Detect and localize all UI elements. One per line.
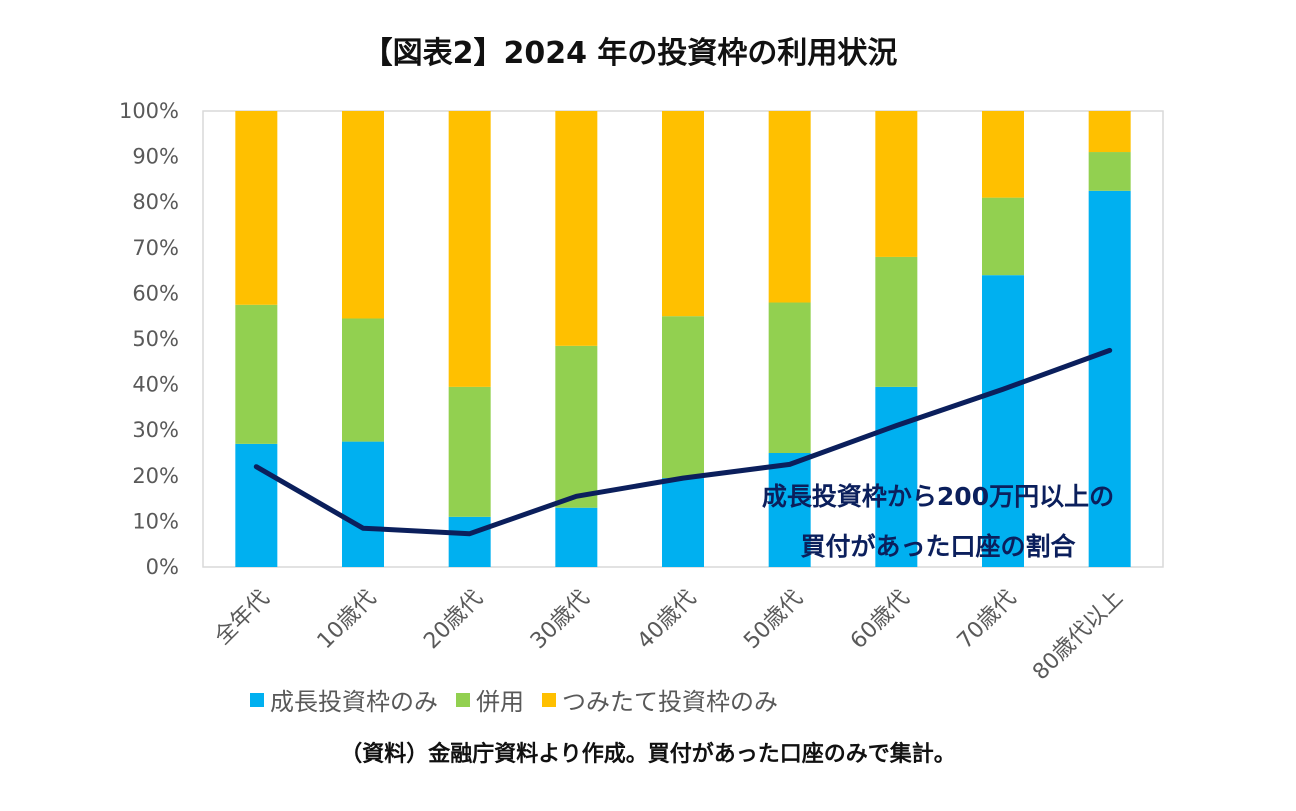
bar-segment-both — [768, 302, 811, 453]
y-tick-label: 80% — [132, 190, 179, 214]
bar-segment-both — [1088, 152, 1131, 191]
bar-segment-tsumitate — [555, 111, 598, 346]
bar-segment-both — [342, 318, 384, 442]
bar-segment-both — [662, 316, 704, 479]
bar-segment-growth — [662, 478, 704, 567]
bar-segment-growth — [235, 443, 278, 567]
y-tick-label: 100% — [119, 99, 179, 123]
bar-segment-tsumitate — [662, 111, 704, 317]
x-tick-label: 70歳代 — [953, 586, 1022, 655]
chart: 0% 10% 20% 30% 40% 50% 60% 70% 80% 90% 100% 全年代 10歳… — [119, 99, 1164, 686]
legend-label-tsumitate: つみたて投資枠のみ — [562, 688, 778, 716]
bar-segment-tsumitate — [1088, 111, 1131, 153]
bar-segment-tsumitate — [982, 111, 1024, 198]
bar-segment-both — [448, 386, 491, 517]
legend-label-both: 併用 — [476, 688, 524, 716]
ratio-line — [253, 347, 1113, 537]
y-axis: 0% 10% 20% 30% 40% 50% 60% 70% 80% 90% 100% — [119, 99, 179, 579]
y-tick-label: 10% — [132, 509, 179, 533]
x-axis: 全年代 10歳代 20歳代 30歳代 40歳代 50歳代 60歳代 70歳代 80歳代以上 — [210, 586, 1128, 686]
bar-segment-growth — [555, 507, 598, 567]
y-tick-label: 30% — [132, 418, 179, 442]
legend-swatch-tsumitate — [542, 692, 556, 707]
bar-segment-growth — [1088, 190, 1131, 568]
bar-segment-tsumitate — [342, 111, 384, 319]
bar-segment-growth — [982, 275, 1024, 567]
x-tick-label: 40歳代 — [633, 586, 702, 655]
legend-swatch-both — [456, 692, 470, 707]
legend-label-growth: 成長投資枠のみ — [270, 688, 438, 716]
x-tick-label: 60歳代 — [846, 586, 915, 655]
bar-segment-tsumitate — [448, 111, 491, 387]
x-tick-label: 10歳代 — [313, 586, 382, 655]
y-tick-label: 90% — [132, 145, 179, 169]
bar-segment-both — [982, 197, 1024, 276]
y-tick-label: 50% — [132, 327, 179, 351]
legend: 成長投資枠のみ 併用 つみたて投資枠のみ — [250, 682, 796, 717]
bar-segment-growth — [448, 516, 491, 567]
y-tick-label: 70% — [132, 236, 179, 260]
x-tick-label: 全年代 — [210, 586, 274, 650]
y-tick-label: 20% — [132, 464, 179, 488]
bar-segment-growth — [875, 386, 918, 567]
line-annotation-line-1: 成長投資枠から200万円以上の — [762, 482, 1114, 511]
bar-segment-growth — [342, 441, 384, 567]
bars-group — [235, 111, 1131, 568]
x-tick-label: 30歳代 — [526, 586, 595, 655]
line-annotation-line-2: 買付があった口座の割合 — [800, 532, 1076, 561]
x-tick-label: 80歳代以上 — [1028, 586, 1128, 686]
bar-segment-both — [555, 345, 598, 508]
y-tick-label: 60% — [132, 281, 179, 305]
bar-segment-growth — [768, 453, 811, 567]
bar-segment-tsumitate — [235, 111, 278, 305]
legend-item-both: 併用 — [456, 682, 524, 717]
source-note: （資料）金融庁資料より作成。買付があった口座のみで集計。 — [340, 742, 956, 767]
legend-swatch-growth — [250, 692, 264, 707]
x-tick-label: 20歳代 — [419, 586, 488, 655]
y-tick-label: 0% — [146, 555, 179, 579]
legend-item-growth: 成長投資枠のみ — [250, 682, 438, 717]
chart-title: 【図表2】2024 年の投資枠の利用状況 — [362, 36, 898, 71]
x-tick-label: 50歳代 — [739, 586, 808, 655]
bar-segment-tsumitate — [768, 111, 811, 303]
bar-segment-tsumitate — [875, 111, 918, 257]
bar-segment-both — [235, 304, 278, 444]
y-tick-label: 40% — [132, 373, 179, 397]
legend-item-tsumitate: つみたて投資枠のみ — [542, 682, 778, 717]
bar-segment-both — [875, 256, 918, 387]
